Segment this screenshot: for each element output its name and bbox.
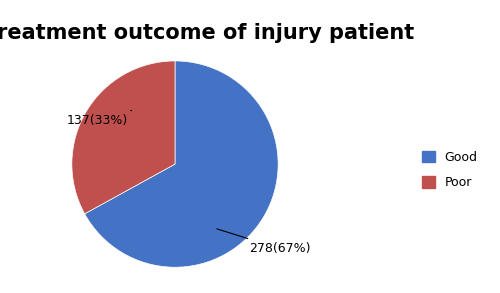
Legend: Good, Poor: Good, Poor <box>416 144 484 195</box>
Wedge shape <box>84 61 278 267</box>
Text: 278(67%): 278(67%) <box>217 229 311 255</box>
Text: Treatment outcome of injury patient: Treatment outcome of injury patient <box>0 23 414 43</box>
Wedge shape <box>72 61 175 214</box>
Text: 137(33%): 137(33%) <box>66 110 132 127</box>
